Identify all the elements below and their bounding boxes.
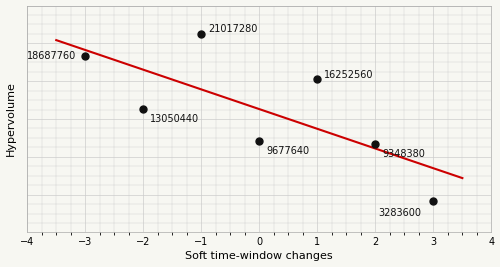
Point: [198, 32, 205, 36]
Point: [372, 142, 380, 146]
Point: [314, 77, 322, 81]
Y-axis label: Hypervolume: Hypervolume: [6, 81, 16, 156]
Point: [140, 107, 147, 111]
Text: 9348380: 9348380: [382, 150, 425, 159]
Text: 18687760: 18687760: [27, 51, 76, 61]
Text: 13050440: 13050440: [150, 115, 200, 124]
Point: [430, 199, 438, 203]
X-axis label: Soft time-window changes: Soft time-window changes: [186, 252, 333, 261]
Point: [81, 54, 89, 58]
Point: [256, 139, 264, 143]
Text: 16252560: 16252560: [324, 70, 374, 80]
Text: 21017280: 21017280: [208, 24, 258, 34]
Text: 3283600: 3283600: [378, 208, 421, 218]
Text: 9677640: 9677640: [266, 146, 310, 156]
